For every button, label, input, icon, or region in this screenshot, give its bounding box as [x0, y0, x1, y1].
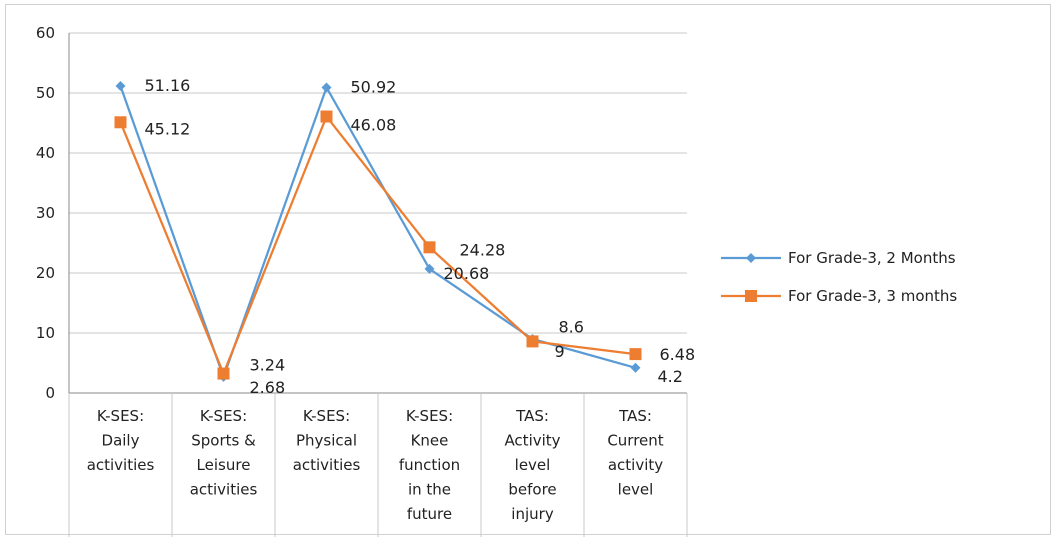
data-label: 3.24	[250, 356, 286, 375]
y-tick-label: 10	[36, 324, 55, 342]
data-label: 2.68	[250, 378, 286, 397]
series-line-2	[119, 115, 636, 375]
data-label: 51.16	[145, 76, 191, 95]
series-group	[114, 81, 642, 382]
legend: For Grade-3, 2 Months For Grade-3, 3 mont…	[721, 249, 957, 305]
y-axis-ticks: 0 10 20 30 40 50 60	[36, 24, 55, 402]
data-label: 46.08	[351, 116, 397, 135]
x-category-label: TAS: Current activity level	[607, 407, 663, 499]
data-label: 50.92	[351, 77, 397, 96]
y-tick-label: 20	[36, 264, 55, 282]
x-category-label: TAS: Activity level before injury	[504, 407, 560, 523]
y-tick-label: 50	[36, 84, 55, 102]
data-point-diamond	[424, 263, 435, 274]
data-point-diamond	[630, 362, 641, 373]
x-axis-categories: K-SES: Daily activities K-SES: Sports & Leisu…	[87, 407, 664, 523]
legend-marker-diamond	[746, 253, 756, 263]
legend-entry-label: For Grade-3, 3 months	[788, 287, 957, 305]
legend-entry-label: For Grade-3, 2 Months	[788, 249, 956, 267]
data-label: 6.48	[660, 345, 696, 364]
data-point-square	[320, 110, 333, 123]
data-label: 4.2	[658, 367, 683, 386]
data-point-square	[526, 335, 539, 348]
x-category-label: K-SES: Physical activities	[293, 407, 361, 474]
data-point-square	[423, 241, 436, 254]
x-category-label: K-SES: Knee function in the future	[399, 407, 460, 523]
x-category-label: K-SES: Daily activities	[87, 407, 155, 474]
data-point-square	[217, 367, 230, 380]
data-label: 24.28	[460, 240, 506, 259]
y-tick-label: 30	[36, 204, 55, 222]
y-tick-label: 60	[36, 24, 55, 42]
data-point-square	[114, 116, 127, 129]
y-tick-label: 0	[45, 384, 55, 402]
legend-marker-square	[745, 290, 757, 302]
y-tick-label: 40	[36, 144, 55, 162]
axes	[68, 33, 688, 537]
data-point-diamond	[321, 82, 332, 93]
data-label: 8.6	[559, 317, 584, 336]
data-label: 45.12	[145, 119, 191, 138]
data-point-square	[629, 348, 642, 361]
data-labels: 51.16 2.68 50.92 20.68 9 4.2 45.12 3.24 46.08 24.…	[145, 76, 696, 397]
data-point-diamond	[115, 81, 126, 92]
data-label: 9	[555, 342, 565, 361]
data-label: 20.68	[444, 264, 490, 283]
gridlines	[69, 32, 687, 334]
x-category-label: K-SES: Sports & Leisure activities	[190, 407, 258, 499]
